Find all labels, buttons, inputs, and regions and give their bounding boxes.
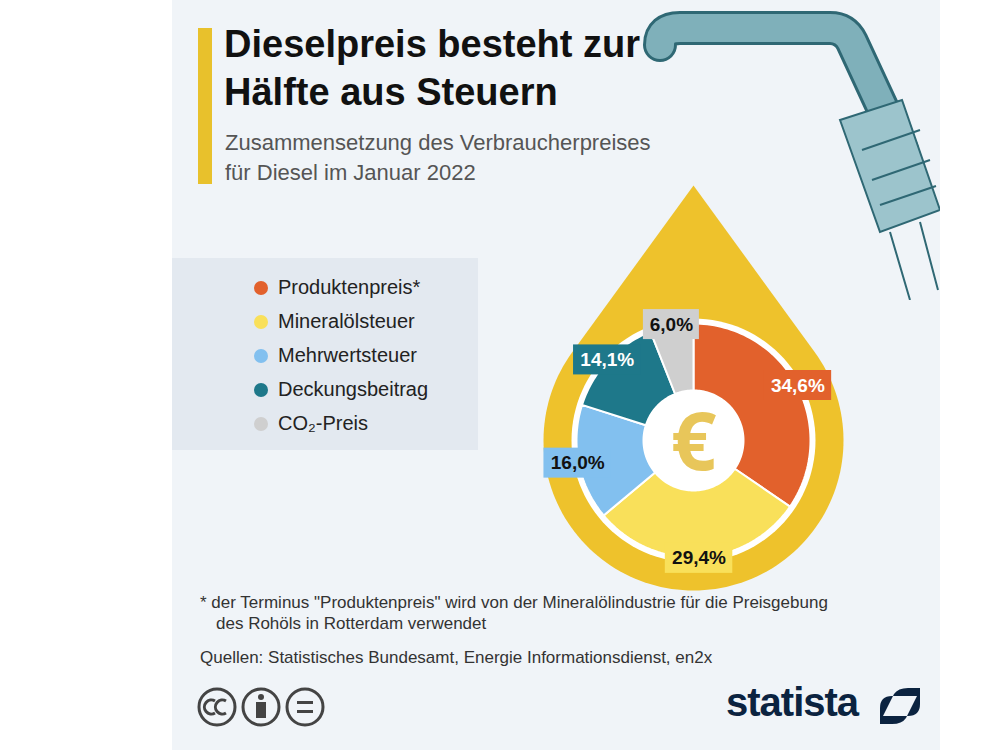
html-text:Mineralölsteuer: Mineralölsteuer xyxy=(278,310,415,332)
svg-text:34,6%: 34,6% xyxy=(771,375,825,396)
html-text:Produktenpreis*: Produktenpreis* xyxy=(278,276,421,298)
html-text:statista: statista xyxy=(726,680,859,724)
svg-text:16,0%: 16,0% xyxy=(551,452,605,473)
html-text:Mehrwertsteuer: Mehrwertsteuer xyxy=(278,344,417,366)
html-text:CO₂-Preis: CO₂-Preis xyxy=(278,412,368,434)
svg-text:14,1%: 14,1% xyxy=(580,349,634,370)
svg-text:6,0%: 6,0% xyxy=(650,314,693,335)
html-text:Quellen: Statistisches Bundesa: Quellen: Statistisches Bundesamt, Energi… xyxy=(200,648,713,667)
svg-text:€: € xyxy=(671,384,717,493)
html-text:Zusammensetzung des Verbrauche: Zusammensetzung des Verbraucherpreises f… xyxy=(225,130,651,185)
html-text:Dieselpreis besteht zur Hälfte: Dieselpreis besteht zur Hälfte aus Steue… xyxy=(224,23,640,113)
html-text:* der Terminus "Produktenpreis: * der Terminus "Produktenpreis" wird von… xyxy=(200,593,828,633)
svg-text:29,4%: 29,4% xyxy=(672,547,726,568)
html-text:Deckungsbeitrag: Deckungsbeitrag xyxy=(278,378,429,400)
